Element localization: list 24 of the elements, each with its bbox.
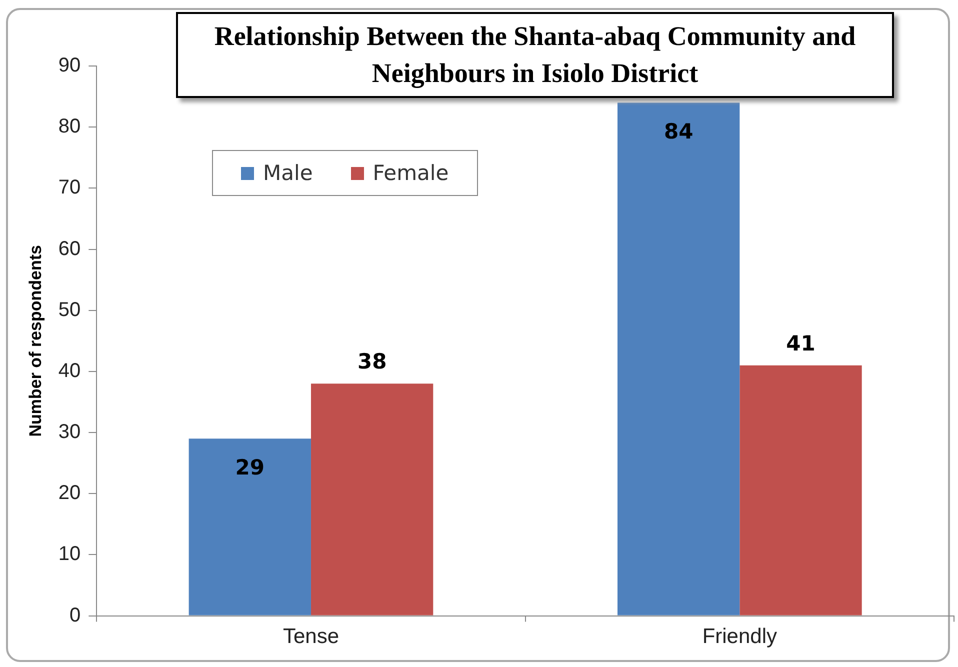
legend-label: Female	[372, 161, 449, 185]
y-tick-label: 20	[58, 482, 81, 504]
y-tick-label: 10	[58, 543, 81, 566]
data-label: 38	[357, 350, 387, 374]
bar	[188, 438, 311, 616]
y-axis-title: Number of respondents	[26, 245, 45, 437]
y-tick-label: 30	[58, 421, 81, 444]
data-label: 29	[235, 456, 265, 480]
y-tick-label: 70	[58, 176, 81, 199]
data-label: 84	[664, 120, 694, 144]
y-tick-label: 90	[58, 54, 81, 77]
data-label: 41	[786, 331, 816, 356]
x-tick-label: Friendly	[702, 625, 778, 648]
y-tick-label: 0	[70, 604, 81, 626]
legend-label: Male	[262, 161, 313, 185]
x-tick-label: Tense	[282, 625, 340, 648]
bar	[617, 102, 740, 616]
y-tick-label: 40	[58, 360, 81, 382]
chart-title: Relationship Between the Shanta-abaq Community and Neighbours in Isiolo District	[176, 12, 894, 98]
y-tick-label: 60	[58, 238, 81, 260]
y-tick-label: 50	[58, 298, 81, 321]
bar	[310, 384, 434, 616]
y-tick-label: 80	[58, 116, 81, 138]
bar	[740, 365, 862, 616]
